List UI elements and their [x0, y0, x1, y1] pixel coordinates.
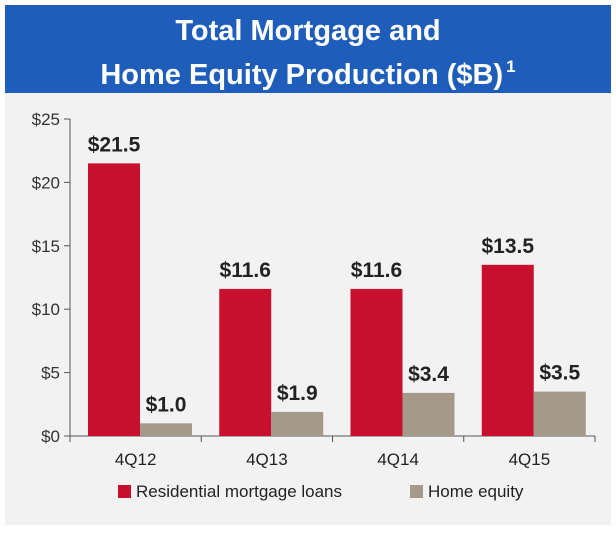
data-label: $1.0 — [146, 393, 187, 416]
y-tick-label: $20 — [32, 173, 60, 192]
bar-home-equity-4q15 — [533, 391, 586, 436]
bar-home-equity-4q12 — [140, 423, 192, 436]
data-label: $3.5 — [539, 362, 580, 385]
legend-swatch-residential — [118, 485, 131, 498]
y-tick-label: $0 — [41, 427, 60, 446]
data-label: $11.6 — [351, 259, 402, 282]
x-tick-label: 4Q13 — [246, 450, 288, 469]
x-tick-label: 4Q14 — [377, 450, 419, 469]
data-label: $21.5 — [88, 133, 141, 156]
x-tick-label: 4Q15 — [509, 450, 551, 469]
legend-label-residential: Residential mortgage loans — [136, 482, 342, 501]
title-footnote-marker: 1 — [506, 57, 516, 76]
bar-home-equity-4q13 — [271, 411, 324, 436]
data-label: $11.6 — [220, 259, 271, 282]
data-label: $13.5 — [481, 235, 534, 258]
data-label: $3.4 — [408, 363, 449, 386]
legend-swatch-home-equity — [410, 485, 423, 498]
bar-residential-4q15 — [481, 264, 534, 436]
y-tick-label: $15 — [32, 237, 60, 256]
chart-title-line1: Total Mortgage and — [175, 15, 441, 47]
y-tick-label: $5 — [41, 364, 60, 383]
bar-residential-4q13 — [219, 288, 272, 436]
chart-title-line2: Home Equity Production ($B) 1 — [5, 49, 611, 93]
chart-title-line2-text: Home Equity Production ($B) — [100, 59, 504, 91]
bar-residential-4q14 — [350, 288, 403, 436]
legend-label-home-equity: Home equity — [428, 482, 524, 501]
y-tick-label: $10 — [32, 300, 60, 319]
y-tick-label: $25 — [32, 110, 60, 129]
data-label: $1.9 — [277, 382, 318, 405]
bar-home-equity-4q14 — [402, 392, 455, 436]
x-tick-label: 4Q12 — [115, 450, 157, 469]
chart-title-banner: Total Mortgage and Home Equity Productio… — [5, 5, 611, 93]
bar-residential-4q12 — [88, 163, 140, 436]
